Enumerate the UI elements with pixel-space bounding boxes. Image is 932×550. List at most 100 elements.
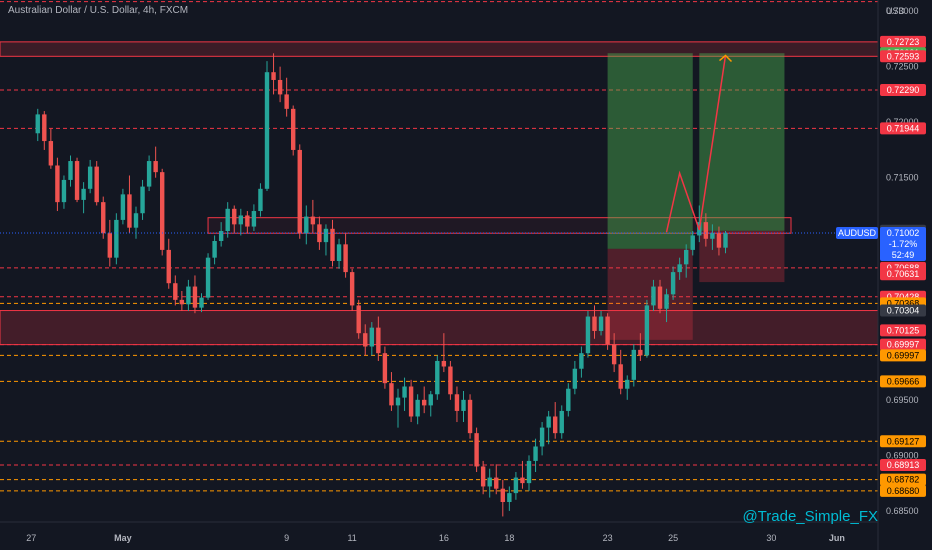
candle-body [592, 316, 597, 331]
candle-body [127, 194, 132, 228]
time-tick-label: 18 [504, 533, 514, 543]
price-tag-label: 0.72723 [887, 37, 920, 47]
projection-path [665, 55, 727, 233]
candle-body [553, 416, 558, 434]
price-tag-label: 0.70631 [887, 269, 920, 279]
candle-body [644, 305, 650, 356]
time-tick-label: 25 [668, 533, 678, 543]
currency-label: USD [886, 6, 906, 16]
candle-body [382, 353, 388, 384]
candle-body [42, 114, 47, 142]
candle-body [579, 353, 584, 369]
candle-body [317, 224, 322, 243]
position-stop-zone [607, 248, 693, 340]
price-tag-label: 0.69997 [887, 340, 920, 350]
candle-body [87, 166, 93, 189]
candle-body [336, 244, 342, 261]
price-tag-label: 0.70304 [887, 306, 920, 316]
candle-body [520, 477, 525, 484]
candle-body [68, 161, 73, 180]
symbol-tag-box [836, 227, 878, 240]
price-tag-label: 0.68680 [887, 486, 920, 496]
time-axis[interactable]: 27 May 9 11 16 18 23 25 30 Jun [26, 533, 845, 543]
candle-body [526, 460, 532, 484]
candle-body [618, 364, 623, 389]
candle-body [369, 327, 374, 347]
candle-body [474, 433, 479, 467]
candle-body [435, 360, 440, 395]
candle-body [160, 172, 165, 250]
candles-layer [35, 53, 728, 517]
candle-body [120, 194, 126, 220]
horizontal-lines-layer [0, 1, 878, 492]
current-price-value: 0.71002 [887, 228, 920, 238]
candle-body [448, 366, 453, 395]
candle-body [323, 228, 329, 243]
candle-body [310, 216, 316, 225]
candle-body [723, 233, 728, 248]
current-price-change: -1.72% [889, 239, 918, 249]
candle-body [559, 410, 564, 434]
candle-body [94, 166, 99, 203]
candle-body [245, 215, 250, 227]
candle-body [625, 379, 630, 389]
candle-body [238, 215, 243, 225]
price-tag-label: 0.69127 [887, 436, 920, 446]
price-tag-label: 0.70125 [887, 325, 920, 335]
candle-body [690, 235, 695, 250]
candle-body [500, 488, 505, 503]
candle-body [212, 241, 217, 258]
candle-body [422, 399, 427, 406]
zones-layer [0, 41, 879, 346]
price-tick-label: 0.68500 [886, 506, 919, 516]
candle-body [48, 141, 54, 166]
candle-body [101, 202, 106, 234]
candle-body [146, 161, 152, 187]
candle-body [166, 249, 171, 284]
candle-body [428, 394, 433, 406]
candle-body [140, 186, 145, 214]
watermark: @Trade_Simple_FX [742, 508, 878, 525]
candle-body [684, 249, 689, 265]
chart-title: Australian Dollar / U.S. Dollar, 4h, FXC… [8, 5, 189, 16]
candle-body [356, 305, 361, 334]
price-tick-label: 0.72500 [886, 62, 919, 72]
candle-body [494, 477, 499, 489]
price-tag-label: 0.68913 [887, 460, 920, 470]
price-tag-box [880, 324, 926, 337]
candle-body [408, 386, 414, 417]
candle-body [218, 231, 224, 242]
symbol-tag-label: AUDUSD [838, 228, 877, 238]
candle-body [716, 233, 722, 248]
price-tag-label: 0.68782 [887, 475, 920, 485]
candle-body [710, 233, 715, 239]
price-tag-box [880, 50, 926, 63]
candle-body [284, 94, 289, 109]
candle-body [153, 161, 158, 173]
price-tag-box [880, 375, 926, 388]
candle-body [539, 427, 545, 447]
candle-body [199, 297, 204, 308]
price-tag-label: 0.72290 [887, 85, 920, 95]
price-tag-label: 0.70688 [887, 263, 920, 273]
candle-body [677, 264, 682, 273]
candle-body [225, 208, 230, 232]
price-tag-box [880, 484, 926, 497]
candle-body [179, 299, 185, 305]
candle-body [186, 286, 191, 305]
price-tick-label: 0.72000 [886, 117, 919, 127]
time-tick-label: 9 [284, 533, 289, 543]
candle-body [304, 216, 309, 234]
candle-body [441, 360, 447, 367]
price-tag-label: 0.71944 [887, 123, 920, 133]
candle-body [35, 114, 40, 134]
price-tag-label: 0.69997 [887, 350, 920, 360]
candle-body [664, 294, 669, 309]
candle-body [703, 222, 709, 239]
candle-body [546, 416, 551, 428]
price-tag-box [880, 459, 926, 472]
zone-box [207, 217, 792, 234]
candle-body [670, 272, 676, 295]
